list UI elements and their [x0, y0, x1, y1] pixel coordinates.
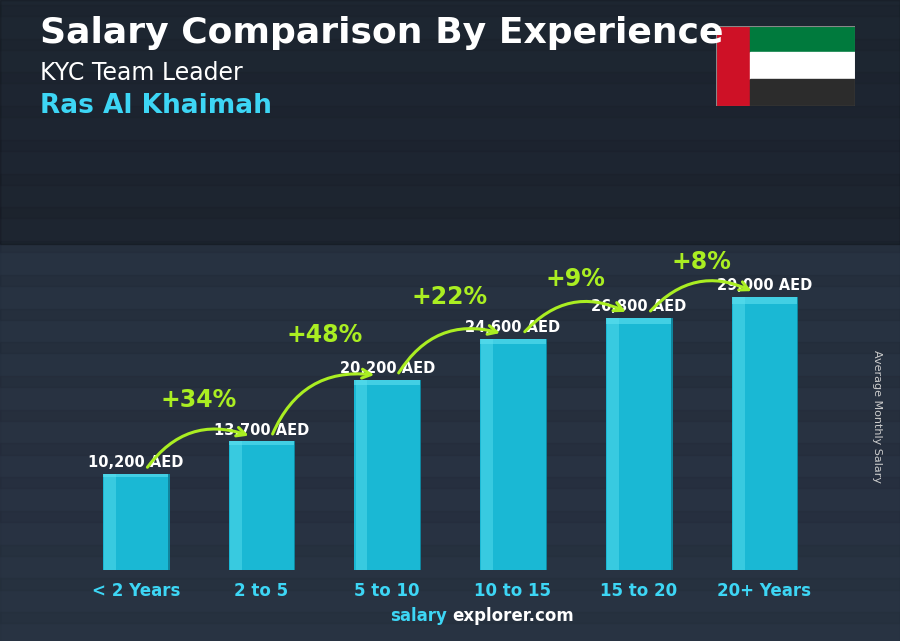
Bar	[481, 338, 545, 344]
Text: 29,000 AED: 29,000 AED	[716, 278, 812, 294]
Bar	[751, 79, 855, 106]
Bar	[355, 380, 419, 385]
Bar	[162, 474, 170, 570]
Text: salary: salary	[391, 607, 447, 625]
Bar	[665, 318, 672, 570]
Text: KYC Team Leader: KYC Team Leader	[40, 61, 243, 85]
Text: Average Monthly Salary: Average Monthly Salary	[872, 350, 883, 483]
Text: +34%: +34%	[160, 388, 237, 412]
Text: 10,200 AED: 10,200 AED	[88, 456, 184, 470]
Text: +9%: +9%	[545, 267, 606, 292]
Bar	[103, 474, 168, 570]
Text: 24,600 AED: 24,600 AED	[465, 320, 561, 335]
Bar	[608, 318, 619, 570]
Bar	[482, 338, 493, 570]
Bar	[751, 53, 855, 79]
Text: +48%: +48%	[286, 323, 363, 347]
Bar	[229, 442, 294, 570]
Text: +22%: +22%	[412, 285, 488, 309]
Text: +8%: +8%	[671, 250, 732, 274]
Bar	[732, 297, 797, 304]
Bar	[606, 318, 671, 570]
Text: 26,800 AED: 26,800 AED	[591, 299, 686, 314]
Bar	[355, 380, 419, 570]
Bar	[481, 338, 545, 570]
Bar	[104, 474, 116, 570]
Bar	[287, 442, 295, 570]
Bar	[103, 474, 168, 477]
Text: 20,200 AED: 20,200 AED	[339, 362, 435, 376]
Bar	[539, 338, 547, 570]
Bar	[606, 318, 671, 324]
Text: explorer.com: explorer.com	[453, 607, 574, 625]
Text: Ras Al Khaimah: Ras Al Khaimah	[40, 93, 273, 119]
Bar	[733, 297, 744, 570]
Bar	[413, 380, 421, 570]
Bar	[230, 442, 242, 570]
Bar	[790, 297, 798, 570]
Text: Salary Comparison By Experience: Salary Comparison By Experience	[40, 16, 724, 50]
Bar	[356, 380, 367, 570]
Text: 13,700 AED: 13,700 AED	[214, 422, 309, 438]
Bar	[732, 297, 797, 570]
Bar	[716, 26, 751, 106]
Bar	[751, 26, 855, 53]
Bar	[229, 442, 294, 445]
